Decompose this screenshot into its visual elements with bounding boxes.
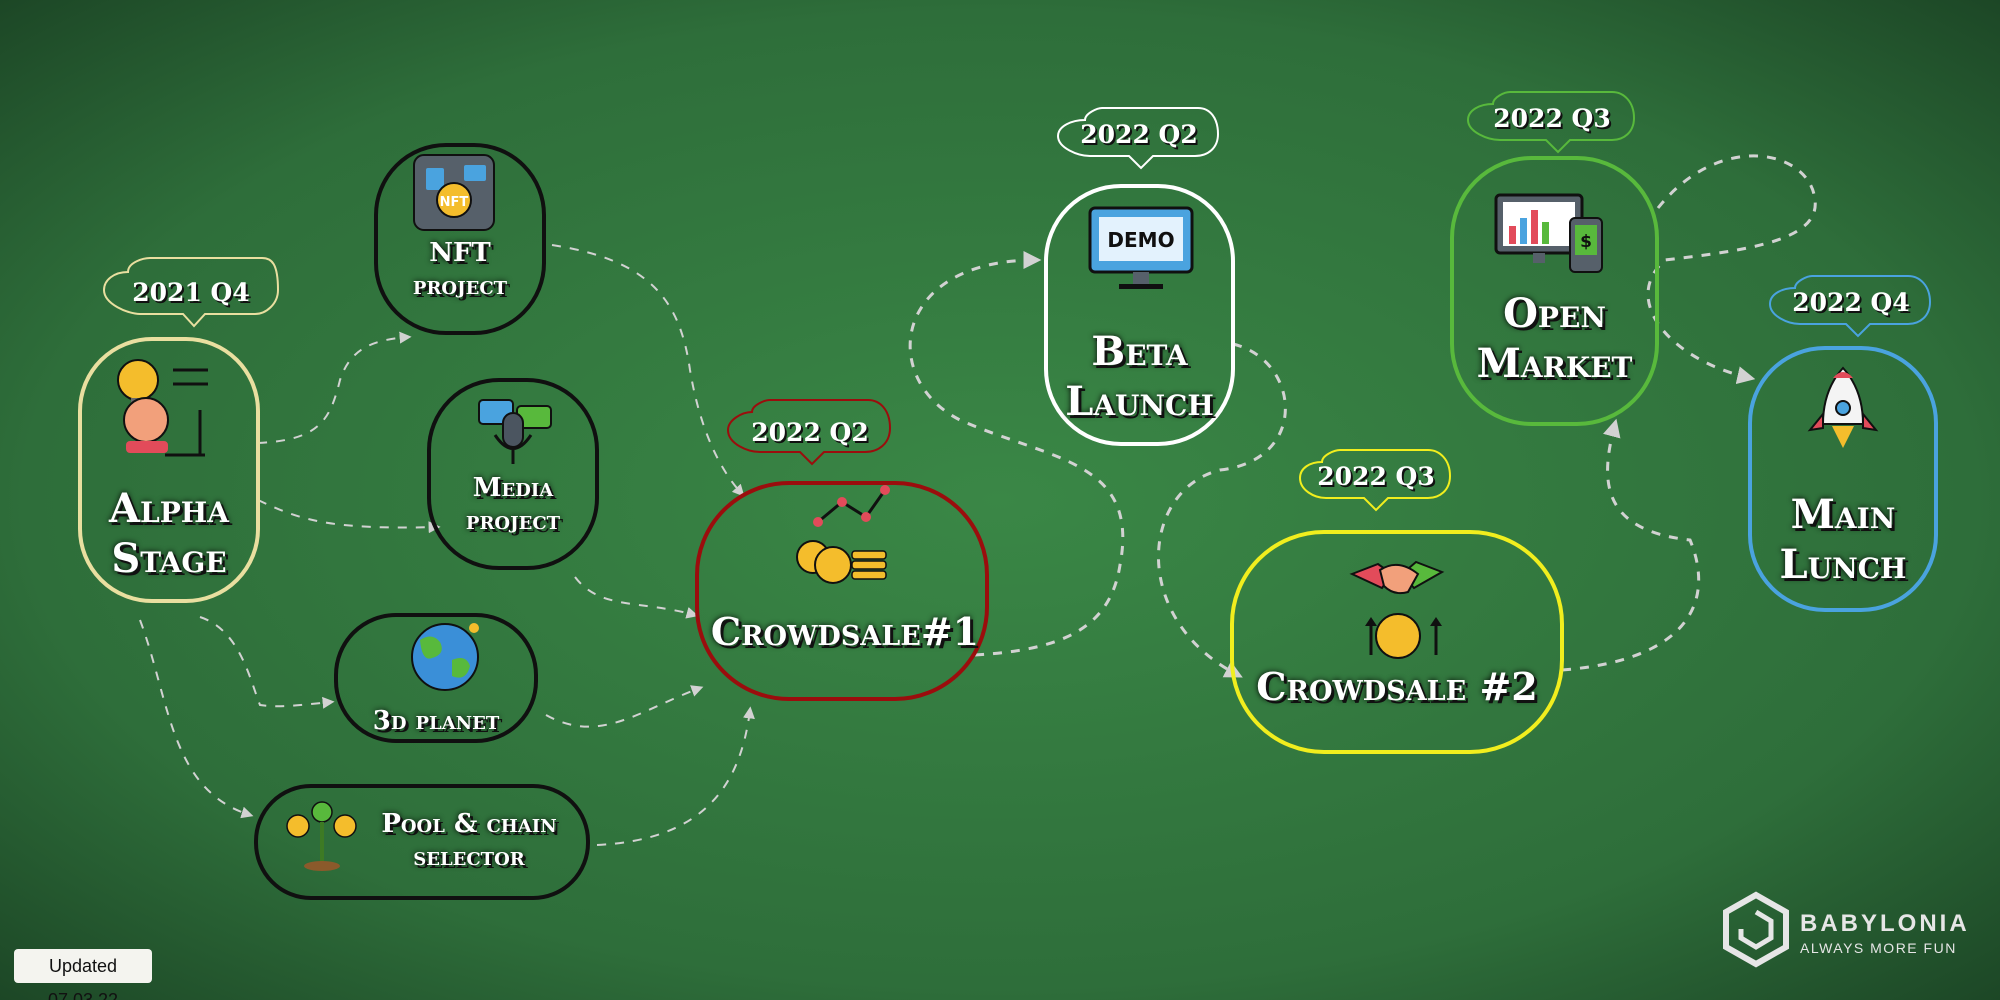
milestone-openmarket-border	[1450, 156, 1659, 426]
milestone-alpha-border	[78, 337, 260, 603]
handshake-coin-icon	[1349, 560, 1445, 659]
milestone-openmarket: $	[1450, 91, 1659, 426]
quarter-crowdsale2: 2022 Q3	[1317, 462, 1435, 491]
title-mainlaunch-line1: Main	[1790, 491, 1896, 538]
title-pool: Pool & chain selector	[360, 808, 578, 873]
path-crowdsale1-to-beta	[908, 251, 1125, 657]
brand-name: BABYLONIA	[1800, 910, 1970, 937]
title-openmarket: Open Market	[1452, 289, 1657, 389]
idea-person-icon	[117, 359, 208, 457]
quarter-beta: 2022 Q2	[1080, 120, 1198, 149]
quarter-mainlaunch: 2022 Q4	[1792, 288, 1910, 317]
milestone-beta: DEMO	[1044, 107, 1235, 446]
subnode-nft: NFT	[374, 143, 546, 335]
quarter-bubble-mainlaunch	[1768, 275, 1932, 338]
quarter-bubble-beta	[1056, 107, 1220, 170]
subnode-planet	[334, 613, 538, 743]
babylonia-hex-logo-icon	[1723, 891, 1789, 968]
title-nft-line1: NFT	[429, 238, 491, 268]
connector-paths	[139, 154, 1817, 846]
title-alpha-line2: Stage	[111, 535, 227, 582]
coins-growth-icon	[796, 485, 890, 584]
milestone-alpha	[78, 257, 280, 603]
path-crowdsale2-to-openmarket	[1561, 418, 1701, 672]
title-beta: Beta Launch	[1046, 327, 1233, 427]
microphone-icon	[478, 399, 552, 464]
quarter-bubble-crowdsale1	[726, 399, 892, 466]
rocket-icon	[1807, 366, 1879, 448]
quarter-openmarket: 2022 Q3	[1493, 104, 1611, 133]
title-openmarket-line2: Market	[1476, 340, 1633, 387]
money-plant-icon	[286, 801, 357, 871]
path-planet-to-crowdsale1	[545, 685, 704, 728]
subnode-pool	[254, 784, 590, 900]
path-alpha-to-nft	[257, 331, 412, 444]
title-pool-line2: selector	[413, 841, 525, 872]
subnode-media	[427, 378, 599, 570]
globe-icon	[411, 623, 479, 691]
brand-tagline: ALWAYS MORE FUN	[1800, 940, 1957, 956]
path-beta-to-crowdsale2	[1157, 342, 1287, 678]
path-alpha-to-pool	[139, 619, 254, 819]
path-openmarket-to-mainlaunch	[1646, 154, 1817, 385]
title-crowdsale1: Crowdsale#1	[710, 609, 980, 654]
svg-text:$: $	[1580, 232, 1592, 252]
title-mainlaunch: Main Lunch	[1750, 490, 1936, 590]
title-beta-line2: Launch	[1065, 378, 1214, 425]
svg-text:DEMO: DEMO	[1107, 228, 1174, 252]
subnode-nft-border	[374, 143, 546, 335]
milestone-mainlaunch-border	[1748, 346, 1938, 612]
path-alpha-to-media	[257, 499, 441, 534]
nft-icon: NFT	[413, 154, 495, 231]
title-alpha-line1: Alpha	[109, 485, 229, 532]
quarter-bubble-crowdsale2	[1298, 449, 1452, 512]
quarter-bubble-openmarket	[1466, 91, 1636, 154]
title-beta-line1: Beta	[1091, 328, 1188, 375]
trading-screen-icon: $	[1494, 193, 1603, 273]
demo-monitor-icon: DEMO	[1088, 206, 1194, 289]
title-crowdsale2: Crowdsale #2	[1256, 664, 1538, 709]
milestone-crowdsale1-border	[695, 481, 989, 701]
subnode-media-border	[427, 378, 599, 570]
subnode-pool-border	[254, 784, 590, 900]
title-mainlaunch-line2: Lunch	[1779, 541, 1907, 588]
title-nft-line2: project	[412, 270, 508, 301]
title-alpha: Alpha Stage	[80, 484, 258, 584]
title-media-line1: Media	[472, 473, 554, 503]
path-alpha-to-planet	[199, 616, 335, 709]
title-nft: NFT project	[376, 237, 544, 302]
title-media: Media project	[429, 472, 597, 537]
title-openmarket-line1: Open	[1503, 290, 1606, 337]
quarter-bubble-alpha	[102, 257, 280, 328]
path-media-to-crowdsale1	[574, 576, 699, 619]
title-media-line2: project	[465, 505, 561, 536]
milestone-crowdsale2	[1230, 449, 1564, 754]
subnode-planet-border	[334, 613, 538, 743]
milestone-crowdsale1	[695, 399, 989, 701]
milestone-beta-border	[1044, 184, 1235, 446]
title-pool-line1: Pool & chain	[381, 809, 557, 839]
quarter-alpha: 2021 Q4	[132, 278, 250, 307]
svg-text:NFT: NFT	[440, 195, 469, 210]
milestone-mainlaunch	[1748, 275, 1938, 612]
title-planet: 3d planet	[372, 706, 500, 736]
updated-label: Updated 07.03.22	[14, 949, 152, 1000]
path-pool-to-crowdsale1	[596, 706, 755, 846]
quarter-crowdsale1: 2022 Q2	[751, 418, 869, 447]
milestone-crowdsale2-border	[1230, 530, 1564, 754]
